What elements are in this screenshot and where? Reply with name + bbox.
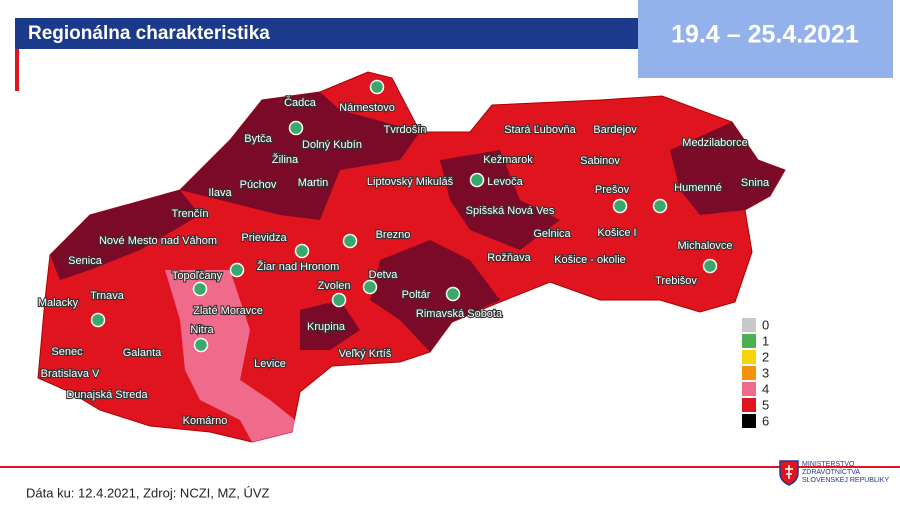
district-label: Veľký Krtíš — [339, 348, 392, 360]
district-label: Čadca — [284, 96, 317, 109]
dark-region — [370, 240, 500, 352]
district-label: Krupina — [307, 321, 346, 333]
dark-region — [300, 300, 360, 350]
district-label: Levice — [254, 358, 286, 370]
district-label: Senica — [68, 255, 103, 267]
legend-swatch — [742, 366, 756, 380]
district-label: Prievidza — [241, 232, 287, 244]
legend-swatch — [742, 318, 756, 332]
district-label: Tvrdošín — [384, 124, 427, 136]
district-label: Zvolen — [317, 280, 350, 292]
district-label: Topoľčany — [172, 270, 223, 282]
accent — [15, 49, 19, 91]
district-label: Nové Mesto nad Váhom — [99, 235, 217, 247]
district-label: Bratislava V — [41, 368, 100, 380]
district-label: Senec — [51, 346, 83, 358]
district-label: Michalovce — [677, 240, 732, 252]
district-label: Martin — [298, 177, 329, 189]
title: Regionálna charakteristika — [28, 23, 270, 44]
district-label: Púchov — [240, 179, 277, 191]
marker-dot — [362, 279, 378, 295]
district-label: Námestovo — [339, 102, 395, 114]
district-label: Liptovský Mikuláš — [367, 176, 454, 188]
marker-dot — [652, 198, 668, 214]
district-label: Nitra — [190, 324, 214, 336]
dark-region — [670, 122, 785, 215]
district-label: Žilina — [272, 153, 299, 166]
legend-swatch — [742, 382, 756, 396]
pink-region — [165, 270, 295, 442]
marker-dot — [469, 172, 485, 188]
district-label: Malacky — [38, 297, 79, 309]
district-label: Medzilaborce — [682, 137, 747, 149]
district-label: Prešov — [595, 184, 630, 196]
legend-swatch — [742, 398, 756, 412]
date-box — [638, 0, 893, 78]
date-range: 19.4 – 25.4.2021 — [671, 21, 859, 49]
marker-dot — [702, 258, 718, 274]
district-label: Košice - okolie — [554, 254, 626, 266]
district-label: Trenčín — [172, 208, 209, 220]
marker-dot — [445, 286, 461, 302]
district-label: Dunajská Streda — [66, 389, 148, 401]
logo-text: MINISTERSTVO — [802, 461, 855, 468]
legend-label: 6 — [762, 413, 769, 428]
district-label: Bardejov — [593, 124, 637, 136]
district-label: Trnava — [90, 290, 125, 302]
district-label: Košice I — [597, 227, 636, 239]
district-label: Brezno — [376, 229, 411, 241]
legend-label: 2 — [762, 349, 769, 364]
title-bar — [15, 18, 640, 49]
dark-region — [180, 92, 420, 220]
district-label: Kežmarok — [483, 154, 533, 166]
district-label: Rimavská Sobota — [416, 308, 503, 320]
dark-region — [50, 190, 200, 280]
district-label: Zlaté Moravce — [193, 305, 263, 317]
legend-swatch — [742, 350, 756, 364]
marker-dot — [229, 262, 245, 278]
district-label: Rožňava — [487, 252, 531, 264]
legend-label: 0 — [762, 317, 769, 332]
marker-dot — [192, 281, 208, 297]
district-label: Trebišov — [655, 275, 697, 287]
legend-label: 1 — [762, 333, 769, 348]
marker-dot — [193, 337, 209, 353]
footer-source: Dáta ku: 12.4.2021, Zdroj: NCZI, MZ, ÚVZ — [26, 485, 270, 500]
district-label: Humenné — [674, 182, 722, 194]
district-label: Žiar nad Hronom — [257, 260, 340, 273]
district-label: Galanta — [123, 347, 162, 359]
legend-label: 3 — [762, 365, 769, 380]
district-label: Ilava — [208, 187, 232, 199]
district-label: Stará Ľubovňa — [504, 124, 576, 136]
map — [37, 71, 786, 443]
legend-swatch — [742, 414, 756, 428]
logo-cross — [785, 465, 793, 479]
district-label: Spišská Nová Ves — [466, 205, 555, 217]
logo-text: SLOVENSKEJ REPUBLIKY — [802, 477, 889, 484]
logo-text: ZDRAVOTNÍCTVA — [802, 467, 860, 476]
district-label: Bytča — [244, 133, 272, 145]
marker-dot — [294, 243, 310, 259]
marker-dot — [342, 233, 358, 249]
marker-dot — [612, 198, 628, 214]
district-label: Gelnica — [533, 228, 571, 240]
legend-swatch — [742, 334, 756, 348]
marker-dot — [288, 120, 304, 136]
district-label: Snina — [741, 177, 770, 189]
dark-region — [440, 150, 560, 250]
legend-label: 4 — [762, 381, 769, 396]
marker-dot — [90, 312, 106, 328]
district-label: Poltár — [402, 289, 431, 301]
district-label: Sabinov — [580, 155, 620, 167]
district-label: Komárno — [183, 415, 228, 427]
legend-label: 5 — [762, 397, 769, 412]
marker-dot — [369, 79, 385, 95]
district-label: Dolný Kubín — [302, 139, 362, 151]
marker-dot — [331, 292, 347, 308]
district-label: Levoča — [487, 176, 523, 188]
district-label: Detva — [369, 269, 399, 281]
